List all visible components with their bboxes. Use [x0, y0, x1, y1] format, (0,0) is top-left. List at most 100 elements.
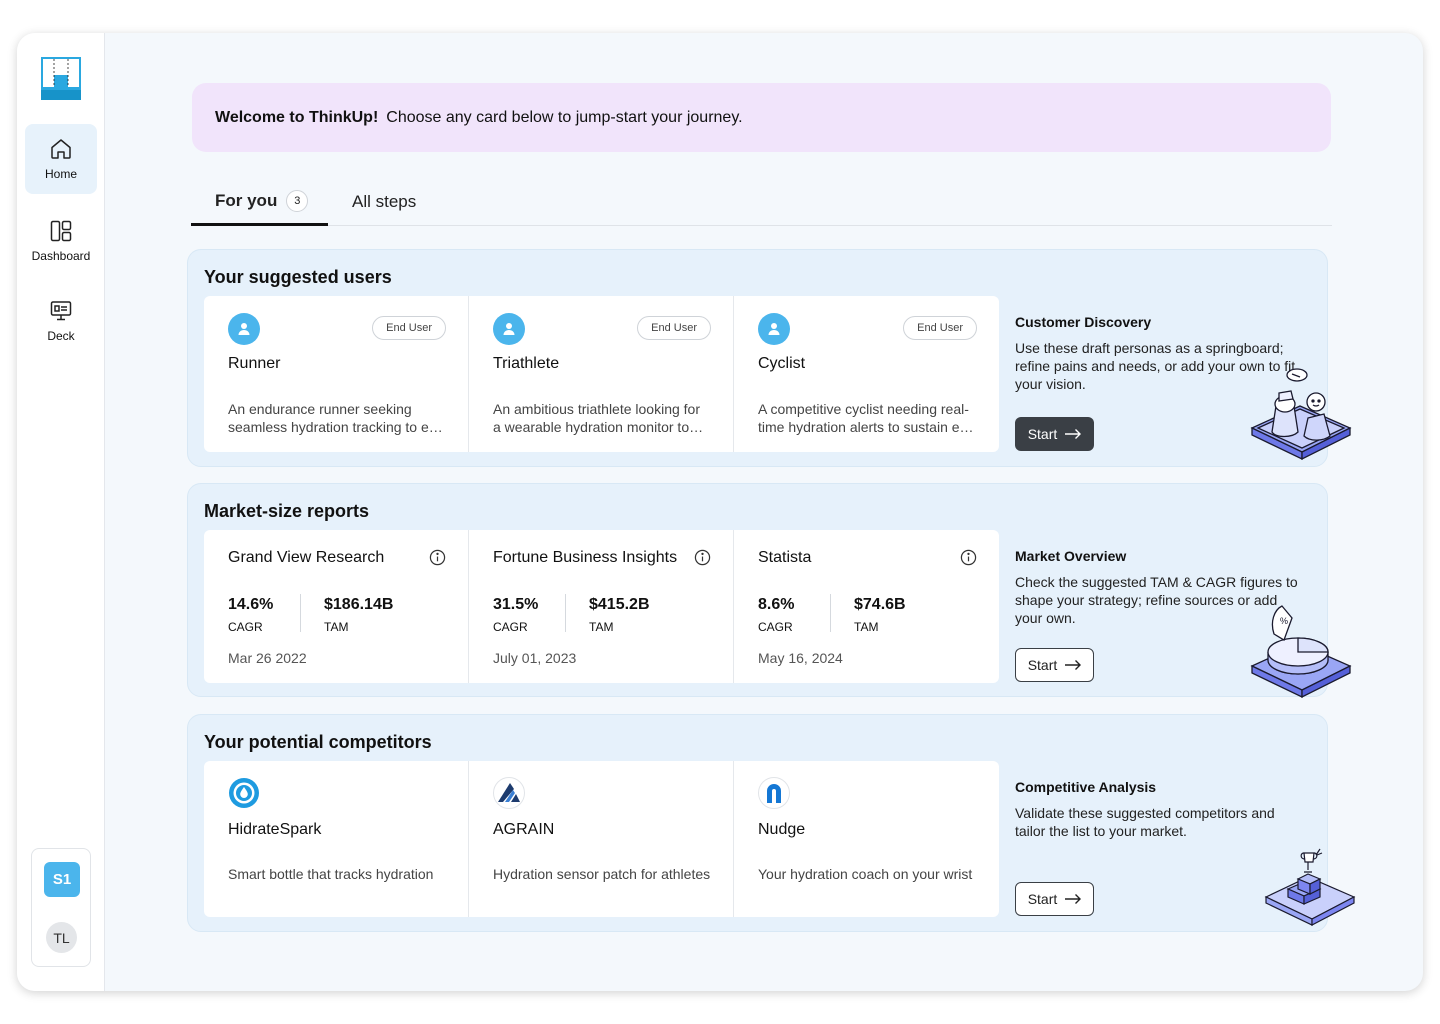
competitive-analysis-panel: Competitive Analysis Validate these sugg…: [1015, 779, 1315, 840]
welcome-text: Choose any card below to jump-start your…: [386, 108, 743, 126]
end-user-badge: End User: [637, 316, 711, 340]
cagr-metric: 8.6% CAGR: [758, 596, 795, 634]
user-icon: [493, 313, 525, 345]
welcome-banner: Welcome to ThinkUp! Choose any card belo…: [192, 83, 1331, 152]
arrow-right-icon: [1065, 429, 1082, 439]
arrow-right-icon: [1065, 660, 1082, 670]
metric-divider: [830, 594, 831, 632]
competitor-card[interactable]: HidrateSpark Smart bottle that tracks hy…: [204, 761, 469, 917]
persona-card[interactable]: End User Cyclist A competitive cyclist n…: [734, 296, 999, 452]
home-icon: [51, 139, 71, 159]
persona-cards: End User Runner An endurance runner seek…: [204, 296, 999, 452]
info-icon[interactable]: [429, 549, 446, 566]
competitor-name: AGRAIN: [493, 821, 555, 838]
panel-title: Market Overview: [1015, 548, 1127, 564]
start-label: Start: [1027, 426, 1058, 442]
competitor-cards: HidrateSpark Smart bottle that tracks hy…: [204, 761, 999, 917]
panel-title: Competitive Analysis: [1015, 779, 1157, 795]
report-source: Grand View Research: [228, 549, 385, 566]
persona-name: Triathlete: [493, 355, 560, 372]
sidebar: Home Dashboard Deck S1 TL: [17, 33, 105, 991]
metric-divider: [565, 594, 566, 632]
section-title: Your potential competitors: [204, 732, 432, 752]
thinkup-logo[interactable]: [41, 57, 81, 100]
competitor-name: Nudge: [758, 821, 806, 838]
nav-dashboard[interactable]: Dashboard: [25, 206, 97, 276]
tab-bar: For you 3 All steps: [191, 178, 1332, 226]
cagr-metric: 14.6% CAGR: [228, 596, 274, 634]
agrain-logo: [493, 777, 525, 809]
app-window: Home Dashboard Deck S1 TL Welcome to Thi…: [17, 33, 1423, 991]
tab-count-badge: 3: [286, 189, 309, 212]
tab-all-steps-label: All steps: [352, 192, 417, 211]
report-source: Statista: [758, 549, 812, 566]
report-date: May 16, 2024: [758, 650, 843, 666]
panel-text: Check the suggested TAM & CAGR figures t…: [1015, 574, 1298, 626]
dashboard-icon: [50, 220, 72, 242]
customer-discovery-panel: Customer Discovery Use these draft perso…: [1015, 314, 1315, 393]
persona-description: An endurance runner seeking seamless hydr…: [228, 401, 443, 435]
section-title: Market-size reports: [204, 501, 370, 521]
panel-text: Use these draft personas as a springboar…: [1015, 340, 1296, 392]
workspace-badge[interactable]: S1: [44, 862, 80, 897]
tab-for-you[interactable]: For you 3: [191, 178, 328, 226]
persona-card[interactable]: End User Runner An endurance runner seek…: [204, 296, 469, 452]
section-title: Your suggested users: [204, 267, 392, 287]
report-cards: Grand View Research 14.6% CAGR $186.14B TA…: [204, 530, 999, 683]
panel-text: Validate these suggested competitors and…: [1015, 805, 1275, 839]
nudge-logo: [758, 777, 790, 809]
nav-home-label: Home: [44, 167, 77, 181]
persona-description: A competitive cyclist needing real-time …: [758, 401, 974, 435]
user-icon: [758, 313, 790, 345]
info-icon[interactable]: [694, 549, 711, 566]
persona-name: Cyclist: [758, 355, 806, 372]
end-user-badge: End User: [903, 316, 977, 340]
competitor-card[interactable]: AGRAIN Hydration sensor patch for athlet…: [469, 761, 734, 917]
user-icon: [228, 313, 260, 345]
end-user-badge: End User: [372, 316, 446, 340]
nav-home[interactable]: Home: [25, 124, 97, 194]
persona-card[interactable]: End User Triathlete An ambitious triathl…: [469, 296, 734, 452]
personas-illustration: [1250, 368, 1352, 461]
arrow-right-icon: [1065, 894, 1082, 904]
start-button[interactable]: Start: [1015, 417, 1094, 451]
tam-metric: $415.2B TAM: [589, 596, 650, 634]
start-button[interactable]: Start: [1015, 648, 1094, 682]
tam-metric: $74.6B TAM: [854, 596, 906, 634]
panel-title: Customer Discovery: [1015, 314, 1152, 330]
user-avatar[interactable]: TL: [46, 922, 77, 953]
tab-all-steps[interactable]: All steps: [352, 178, 416, 226]
cagr-metric: 31.5% CAGR: [493, 596, 539, 634]
welcome-title: Welcome to ThinkUp!: [215, 108, 379, 126]
start-label: Start: [1027, 891, 1058, 907]
tab-for-you-label: For you: [215, 190, 278, 210]
market-chart-illustration: %: [1250, 605, 1352, 699]
podium-trophy-illustration: [1264, 848, 1356, 926]
start-button[interactable]: Start: [1015, 882, 1094, 916]
competitor-description: Smart bottle that tracks hydration: [228, 866, 434, 882]
report-source: Fortune Business Insights: [493, 549, 678, 566]
competitor-description: Hydration sensor patch for athletes: [493, 866, 711, 882]
report-card[interactable]: Statista 8.6% CAGR $74.6B TAM May 16, 2024: [734, 530, 999, 683]
report-card[interactable]: Grand View Research 14.6% CAGR $186.14B TA…: [204, 530, 469, 683]
start-label: Start: [1027, 657, 1058, 673]
metric-divider: [300, 594, 301, 632]
svg-text:%: %: [1280, 616, 1288, 626]
nav-deck[interactable]: Deck: [25, 286, 97, 356]
market-size-section: Market-size reports Grand View Research …: [187, 483, 1352, 699]
persona-description: An ambitious triathlete looking for a wea…: [493, 401, 704, 435]
report-date: July 01, 2023: [493, 650, 577, 666]
competitors-section: Your potential competitors HidrateSpark …: [187, 714, 1356, 932]
info-icon[interactable]: [960, 549, 977, 566]
competitor-name: HidrateSpark: [228, 821, 322, 838]
tam-metric: $186.14B TAM: [324, 596, 394, 634]
account-box: S1 TL: [31, 848, 91, 967]
report-card[interactable]: Fortune Business Insights 31.5% CAGR $415…: [469, 530, 734, 683]
competitor-card[interactable]: Nudge Your hydration coach on your wrist: [734, 761, 999, 917]
nav-deck-label: Deck: [47, 329, 75, 343]
market-overview-panel: Market Overview Check the suggested TAM …: [1015, 548, 1315, 627]
nav-dashboard-label: Dashboard: [31, 249, 91, 263]
suggested-users-section: Your suggested users End User Runner An …: [187, 249, 1352, 467]
competitor-description: Your hydration coach on your wrist: [758, 866, 973, 882]
report-date: Mar 26 2022: [228, 650, 307, 666]
